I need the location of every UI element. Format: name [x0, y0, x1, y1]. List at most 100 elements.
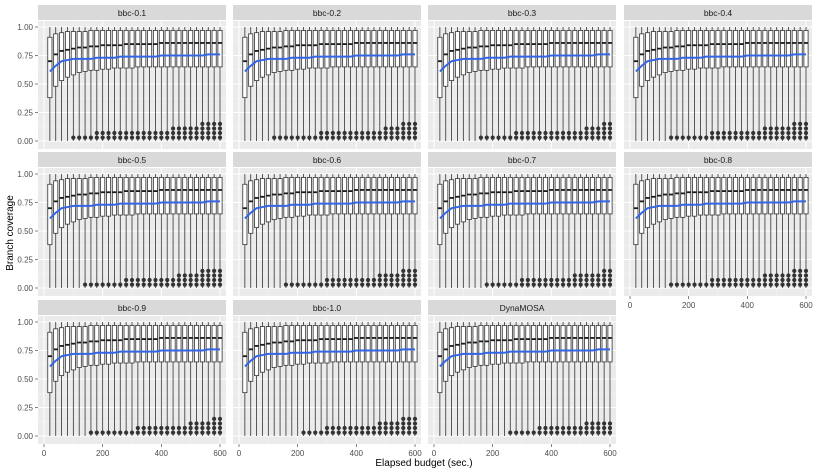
- box: [336, 177, 342, 215]
- mean-coverage-line: [244, 53, 415, 73]
- outlier-point: [566, 425, 572, 431]
- box: [496, 177, 502, 217]
- outlier-point: [217, 273, 223, 278]
- outlier-point: [212, 135, 217, 140]
- box: [389, 325, 395, 363]
- outlier-point: [607, 273, 613, 278]
- outlier-point: [217, 277, 223, 283]
- outlier-point: [383, 130, 388, 136]
- box: [656, 178, 662, 223]
- outlier-point: [584, 430, 589, 435]
- outlier-point: [188, 425, 193, 431]
- box: [152, 325, 158, 363]
- box: [750, 30, 756, 68]
- outlier-point: [217, 135, 223, 140]
- box: [199, 30, 205, 68]
- outlier-point: [307, 282, 312, 287]
- outlier-point: [159, 135, 164, 140]
- outlier-point: [206, 421, 211, 426]
- box: [738, 177, 744, 215]
- box: [82, 178, 88, 219]
- outlier-point: [389, 277, 394, 283]
- outlier-point: [206, 273, 211, 278]
- box: [589, 325, 595, 363]
- box: [47, 183, 53, 246]
- outlier-point: [371, 425, 377, 431]
- outlier-point: [365, 430, 371, 435]
- facet-strip: [428, 5, 616, 20]
- mean-coverage-line: [439, 348, 610, 368]
- outlier-point: [668, 135, 674, 140]
- box: [158, 177, 164, 215]
- box: [283, 30, 289, 71]
- outlier-point: [118, 135, 123, 140]
- outlier-point: [153, 277, 158, 283]
- outlier-point: [572, 130, 577, 136]
- outlier-point: [147, 135, 152, 140]
- outlier-point: [792, 273, 797, 278]
- outlier-point: [407, 273, 412, 278]
- box: [383, 325, 389, 363]
- outlier-point: [531, 282, 536, 287]
- outlier-point: [555, 425, 560, 431]
- outlier-point: [289, 135, 294, 140]
- outlier-point: [389, 425, 394, 431]
- box: [283, 177, 289, 218]
- outlier-point: [383, 425, 388, 431]
- box: [129, 177, 135, 216]
- box: [721, 177, 727, 215]
- box: [750, 177, 756, 215]
- outlier-point: [602, 126, 607, 131]
- outlier-point: [118, 130, 123, 136]
- outlier-point: [141, 430, 146, 435]
- outlier-point: [141, 135, 146, 140]
- box: [59, 179, 65, 228]
- outlier-point: [395, 130, 400, 136]
- box: [188, 177, 194, 215]
- box: [389, 177, 395, 215]
- outlier-point: [584, 425, 589, 431]
- outlier-point: [206, 282, 211, 287]
- outlier-point: [496, 282, 501, 287]
- box: [164, 325, 170, 363]
- box: [513, 177, 519, 216]
- outlier-point: [377, 430, 382, 435]
- y-tick-label: 0.50: [17, 375, 33, 384]
- outlier-point: [733, 135, 738, 140]
- box: [295, 30, 301, 70]
- box: [607, 325, 613, 363]
- box: [365, 325, 371, 363]
- outlier-point: [118, 430, 123, 435]
- box: [460, 178, 466, 223]
- outlier-point: [176, 425, 182, 431]
- outlier-point: [289, 282, 294, 287]
- box: [601, 177, 607, 215]
- outlier-point: [803, 282, 809, 287]
- outlier-point: [389, 126, 394, 131]
- outlier-point: [584, 282, 589, 287]
- outlier-point: [124, 277, 129, 283]
- outlier-point: [129, 282, 135, 287]
- outlier-point: [578, 425, 583, 431]
- outlier-point: [395, 282, 400, 287]
- outlier-point: [596, 421, 601, 426]
- outlier-point: [519, 277, 525, 283]
- facet-strip-label: bbc-0.6: [313, 155, 342, 165]
- box: [542, 30, 548, 68]
- outlier-point: [407, 421, 412, 426]
- box: [601, 30, 607, 68]
- box: [762, 30, 768, 68]
- outlier-point: [206, 135, 211, 140]
- outlier-point: [407, 135, 412, 140]
- mean-coverage-line: [439, 200, 610, 220]
- outlier-point: [798, 121, 803, 126]
- box: [117, 30, 123, 69]
- box: [703, 30, 709, 69]
- outlier-point: [324, 282, 330, 287]
- outlier-point: [301, 135, 306, 140]
- outlier-point: [272, 135, 277, 140]
- outlier-point: [803, 121, 809, 126]
- outlier-point: [360, 425, 365, 431]
- box: [744, 177, 750, 215]
- outlier-point: [792, 126, 797, 131]
